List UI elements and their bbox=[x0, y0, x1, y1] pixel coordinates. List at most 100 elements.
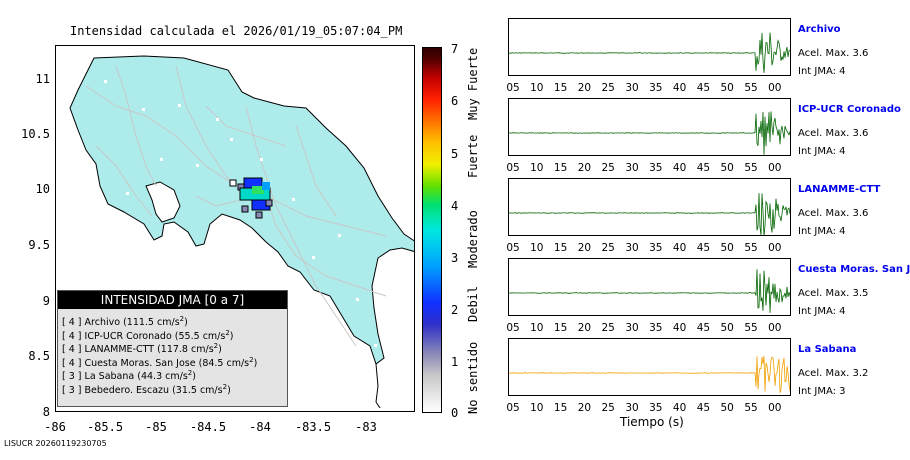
waveform-trace bbox=[509, 355, 790, 393]
time-tick: 00 bbox=[768, 322, 782, 334]
legend-jma: [ 4 ] bbox=[62, 330, 82, 342]
waveform-line bbox=[509, 355, 790, 393]
costa-rica-map bbox=[69, 55, 414, 409]
time-tick: 30 bbox=[625, 322, 639, 334]
colorbar-label-no-sentido: No sentido bbox=[466, 341, 480, 414]
map-xtick: -85.5 bbox=[86, 420, 124, 434]
time-tick: 55 bbox=[744, 322, 758, 334]
legend-row: [ 4 ] LANAMME-CTT (117.8 cm/s2) bbox=[62, 342, 287, 356]
time-tick: 25 bbox=[601, 162, 615, 174]
legend-list: [ 4 ] Archivo (111.5 cm/s2)[ 4 ] ICP-UCR… bbox=[58, 309, 287, 397]
time-tick: 50 bbox=[720, 322, 734, 334]
legend-pga: (55.5 bbox=[174, 330, 200, 342]
legend-jma: [ 4 ] bbox=[62, 357, 82, 369]
legend-unit-exponent: 2 bbox=[222, 382, 228, 391]
time-tick: 15 bbox=[553, 322, 568, 334]
time-tick: 25 bbox=[601, 82, 615, 94]
legend-unit-exponent: 2 bbox=[249, 355, 254, 364]
time-tick: 45 bbox=[696, 402, 711, 414]
colorbar-tick: 4 bbox=[451, 199, 459, 213]
time-tick: 20 bbox=[577, 402, 592, 414]
time-tick: 45 bbox=[696, 242, 711, 254]
map-xtick: -86 bbox=[44, 420, 66, 434]
legend-station-name: La Sabana bbox=[84, 371, 135, 383]
legend-unit: cm/s bbox=[202, 330, 226, 342]
time-tick: 50 bbox=[720, 162, 734, 174]
waveform-line bbox=[509, 111, 790, 155]
colorbar-tick: 5 bbox=[451, 147, 459, 161]
legend-close-paren: ) bbox=[192, 371, 196, 383]
time-tick: 50 bbox=[720, 242, 734, 254]
legend-close-paren: ) bbox=[184, 317, 188, 329]
time-tick: 30 bbox=[625, 82, 639, 94]
time-tick: 20 bbox=[577, 322, 592, 334]
map-xtick: -84 bbox=[249, 420, 271, 434]
time-tick: 35 bbox=[649, 82, 663, 94]
station-accel-max: Acel. Max. 3.2 bbox=[798, 368, 869, 379]
legend-close-paren: ) bbox=[218, 344, 222, 356]
time-tick: 35 bbox=[649, 242, 663, 254]
time-tick: 20 bbox=[577, 82, 592, 94]
colorbar-label-fuerte: Fuerte bbox=[466, 134, 480, 178]
time-tick: 55 bbox=[744, 162, 758, 174]
map-ytick: 8.5 bbox=[28, 349, 50, 363]
waveform-trace bbox=[509, 111, 790, 155]
waveform-panel bbox=[508, 18, 791, 76]
colorbar-label-moderado: Moderado bbox=[466, 210, 480, 268]
legend-title: INTENSIDAD JMA [0 a 7] bbox=[58, 291, 287, 309]
time-tick: 15 bbox=[553, 242, 568, 254]
time-axis: 05 10 15 20 25 30 35 40 45 50 55 00 bbox=[503, 402, 793, 416]
time-tick: 40 bbox=[672, 322, 687, 334]
station-name-link[interactable]: Cuesta Moras. San Jose bbox=[798, 264, 910, 275]
legend-unit: cm/s bbox=[191, 344, 214, 356]
time-tick: 10 bbox=[530, 82, 544, 94]
time-tick: 55 bbox=[744, 402, 758, 414]
time-axis: 05 10 15 20 25 30 35 40 45 50 55 00 bbox=[503, 322, 793, 336]
time-tick: 30 bbox=[625, 162, 639, 174]
station-accel-max: Acel. Max. 3.5 bbox=[798, 288, 869, 299]
legend-unit: cm/s bbox=[199, 385, 223, 397]
time-tick: 25 bbox=[601, 322, 615, 334]
time-tick: 35 bbox=[649, 322, 663, 334]
map-ytick: 10.5 bbox=[21, 127, 50, 141]
time-tick: 10 bbox=[530, 322, 544, 334]
waveform-trace bbox=[509, 32, 790, 73]
intensity-patches bbox=[229, 177, 273, 219]
station-legend: INTENSIDAD JMA [0 a 7] [ 4 ] Archivo (11… bbox=[57, 290, 288, 407]
time-tick: 20 bbox=[577, 242, 592, 254]
time-tick: 35 bbox=[649, 162, 663, 174]
colorbar-tick: 2 bbox=[451, 303, 459, 317]
station-name-link[interactable]: LANAMME-CTT bbox=[798, 184, 881, 195]
legend-unit-exponent: 2 bbox=[187, 369, 193, 378]
legend-unit-exponent: 2 bbox=[213, 342, 219, 351]
legend-unit: cm/s bbox=[226, 357, 250, 369]
legend-station-name: Archivo bbox=[84, 317, 121, 329]
legend-station-name: LANAMME-CTT bbox=[84, 344, 155, 356]
event-id: LISUCR 20260119230705 bbox=[4, 439, 107, 448]
legend-jma: [ 3 ] bbox=[62, 385, 82, 397]
map-xtick: -84.5 bbox=[189, 420, 227, 434]
station-name-link[interactable]: ICP-UCR Coronado bbox=[798, 104, 901, 115]
time-axis: 05 10 15 20 25 30 35 40 45 50 55 00 bbox=[503, 82, 793, 96]
colorbar-tick: 0 bbox=[451, 406, 459, 420]
station-accel-max: Acel. Max. 3.6 bbox=[798, 208, 869, 219]
time-tick: 25 bbox=[601, 242, 615, 254]
time-axis: 05 10 15 20 25 30 35 40 45 50 55 00 bbox=[503, 162, 793, 176]
station-name-link[interactable]: Archivo bbox=[798, 24, 841, 35]
waveform-panel bbox=[508, 178, 791, 236]
legend-pga: (31.5 bbox=[172, 385, 197, 397]
time-tick: 40 bbox=[672, 242, 687, 254]
time-tick: 05 bbox=[506, 82, 520, 94]
time-tick: 15 bbox=[553, 402, 568, 414]
station-jma: Int JMA: 4 bbox=[798, 146, 846, 157]
legend-close-paren: ) bbox=[253, 357, 258, 369]
legend-station-name: Bebedero. Escazu bbox=[84, 385, 170, 397]
time-tick: 35 bbox=[649, 402, 663, 414]
time-tick: 25 bbox=[601, 402, 615, 414]
colorbar-label-debil: Debil bbox=[466, 285, 480, 322]
waveform-line bbox=[509, 269, 790, 313]
time-tick: 05 bbox=[506, 162, 520, 174]
waveform-trace bbox=[509, 193, 790, 235]
station-name-link[interactable]: La Sabana bbox=[798, 344, 857, 355]
waveform-panel bbox=[508, 258, 791, 316]
